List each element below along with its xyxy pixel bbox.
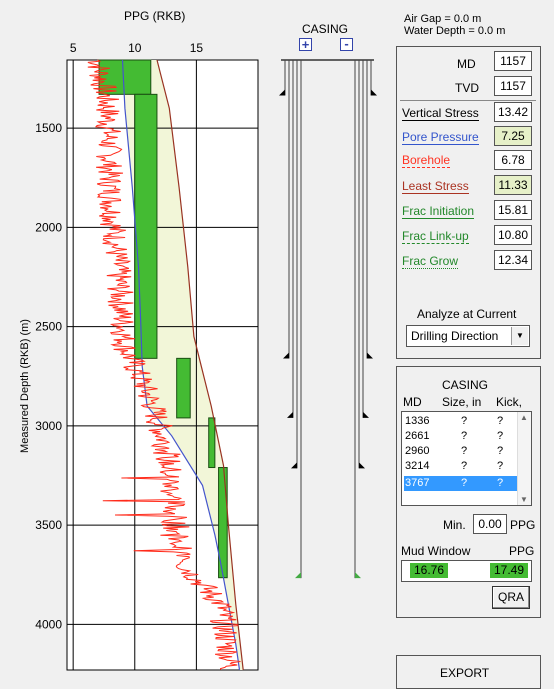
table-row[interactable]: 3214 ? ?: [404, 459, 519, 474]
scroll-down-icon[interactable]: ▼: [520, 495, 528, 504]
y-tick-label: 1500: [35, 121, 62, 135]
tvd-value: 1157: [494, 76, 532, 96]
analyze-label: Analyze at Current: [417, 307, 517, 321]
cell-md: 2960: [405, 445, 430, 457]
borehole-value: 6.78: [494, 150, 532, 170]
casing-shoe-left: [283, 352, 289, 359]
table-row[interactable]: 2960 ? ?: [404, 444, 519, 459]
mud-window-bar: [208, 417, 216, 469]
table-row[interactable]: 2661 ? ?: [404, 429, 519, 444]
table-row-selected[interactable]: 3767 ? ?: [404, 476, 517, 491]
mud-window-label: Mud Window: [401, 544, 471, 558]
vertical-stress-value: 13.42: [494, 102, 532, 122]
x-tick-label: 5: [70, 41, 77, 55]
y-tick-label: 2500: [35, 320, 62, 334]
cell-size: ?: [461, 477, 468, 489]
frac-grow-value: 12.34: [494, 250, 532, 270]
casing-shoe-right: [367, 352, 373, 359]
series-line-borehole: [87, 59, 241, 670]
casing-plus-button[interactable]: +: [299, 38, 312, 51]
analyze-selected: Drilling Direction: [411, 329, 499, 343]
tvd-label: TVD: [455, 81, 479, 95]
y-tick-label: 2000: [35, 220, 62, 234]
cell-md: 3214: [405, 460, 430, 472]
md-value: 1157: [494, 51, 532, 71]
y-tick-label: 3500: [35, 518, 62, 532]
cell-size: ?: [461, 430, 468, 442]
casing-shoe-left: [295, 572, 301, 579]
mud-window-unit: PPG: [509, 544, 535, 558]
cell-kick: ?: [497, 415, 504, 427]
frac-linkup-value: 10.80: [494, 225, 532, 245]
casing-shoe-left: [279, 89, 285, 96]
min-input[interactable]: 0.00: [473, 514, 507, 534]
cell-kick: ?: [497, 445, 504, 457]
col-header-md: MD: [403, 395, 422, 409]
col-header-kick: Kick,: [496, 395, 523, 409]
x-tick-label: 15: [190, 41, 204, 55]
cell-kick: ?: [497, 477, 504, 489]
mud-window-high: 17.49: [490, 563, 528, 578]
md-label: MD: [457, 57, 476, 71]
mud-window-bar: [134, 93, 158, 359]
frac-initiation-label[interactable]: Frac Initiation: [402, 204, 475, 219]
y-tick-label: 3000: [35, 419, 62, 433]
series-line-vertical-stress: [156, 59, 244, 671]
borehole-label[interactable]: Borehole: [402, 153, 451, 168]
vertical-stress-label[interactable]: Vertical Stress: [402, 106, 479, 121]
export-panel: [396, 655, 541, 689]
cell-kick: ?: [497, 460, 504, 472]
air-gap-text: Air Gap = 0.0 m: [404, 13, 482, 25]
cell-md: 2661: [405, 430, 430, 442]
mud-window-bar: [98, 59, 152, 95]
cell-kick: ?: [497, 430, 504, 442]
separator-line: [400, 100, 536, 101]
x-tick-label: 10: [128, 41, 142, 55]
casing-graphic-title: CASING: [302, 22, 349, 36]
series-line-pore-pressure: [121, 59, 241, 671]
casing-table-title: CASING: [442, 378, 489, 392]
pore-pressure-label[interactable]: Pore Pressure: [402, 130, 479, 145]
scroll-up-icon[interactable]: ▲: [520, 413, 528, 422]
col-header-size: Size, in: [442, 395, 482, 409]
y-axis-label: Measured Depth (RKB) (m): [19, 319, 31, 453]
water-depth-text: Water Depth = 0.0 m: [404, 25, 506, 37]
casing-shoe-left: [291, 462, 297, 469]
cell-size: ?: [461, 460, 468, 472]
frac-linkup-label[interactable]: Frac Link-up: [402, 229, 469, 244]
casing-list[interactable]: 1336 ? ? 2661 ? ? 2960 ? ? 3214 ? ? 3767…: [401, 411, 532, 506]
casing-minus-button[interactable]: -: [340, 36, 353, 51]
export-button[interactable]: EXPORT: [440, 666, 490, 680]
chevron-down-icon[interactable]: ▼: [511, 327, 528, 345]
min-label: Min.: [443, 518, 466, 532]
plus-icon: +: [301, 37, 310, 52]
casing-shoe-right: [371, 89, 377, 96]
list-scrollbar[interactable]: ▲ ▼: [517, 412, 531, 505]
chart-title: PPG (RKB): [124, 9, 186, 23]
least-stress-value: 11.33: [494, 175, 532, 195]
y-tick-label: 4000: [35, 617, 62, 631]
frac-initiation-value: 15.81: [494, 200, 532, 220]
mud-window-low: 16.76: [410, 563, 448, 578]
min-unit: PPG: [510, 518, 536, 532]
cell-size: ?: [461, 415, 468, 427]
casing-shoe-right: [355, 572, 361, 579]
cell-md: 3767: [405, 477, 430, 489]
pore-pressure-value: 7.25: [494, 126, 532, 146]
casing-shoe-left: [287, 411, 293, 418]
casing-shoe-right: [359, 462, 365, 469]
cell-size: ?: [461, 445, 468, 457]
mud-window-bar: [176, 357, 191, 419]
casing-shoe-right: [363, 411, 369, 418]
frac-grow-label[interactable]: Frac Grow: [402, 254, 459, 269]
qra-button[interactable]: QRA: [492, 586, 530, 609]
minus-icon: -: [344, 36, 349, 51]
analyze-dropdown[interactable]: Drilling Direction ▼: [406, 325, 530, 347]
least-stress-label[interactable]: Least Stress: [402, 179, 469, 194]
table-row[interactable]: 1336 ? ?: [404, 414, 519, 429]
cell-md: 1336: [405, 415, 430, 427]
